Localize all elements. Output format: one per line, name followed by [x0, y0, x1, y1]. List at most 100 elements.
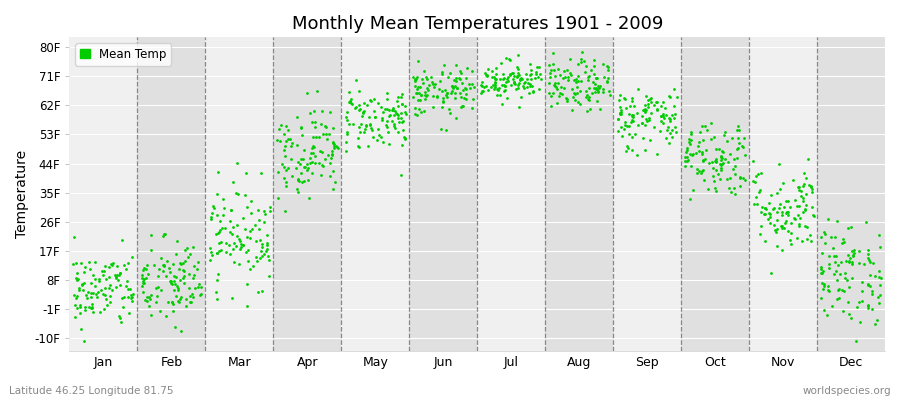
Point [821, 216, 835, 222]
Point [233, 241, 248, 247]
Point [806, 213, 821, 219]
Point [459, 91, 473, 97]
Point [136, 266, 150, 273]
Point [498, 83, 512, 90]
Point [163, 278, 177, 284]
Point [761, 210, 776, 216]
Point [112, 272, 126, 278]
Point [418, 92, 433, 99]
Point [156, 233, 170, 239]
Point [581, 72, 596, 79]
Point [708, 156, 723, 162]
Point [249, 258, 264, 264]
Point [67, 292, 81, 298]
Point [637, 102, 652, 108]
Point [338, 114, 353, 120]
Point [801, 156, 815, 162]
Point [772, 161, 787, 167]
Point [701, 186, 716, 192]
Point [572, 101, 587, 108]
Point [371, 100, 385, 106]
Point [446, 85, 460, 92]
Point [151, 266, 166, 272]
Point [551, 66, 565, 72]
Point [77, 263, 92, 270]
Point [229, 190, 243, 196]
Point [583, 106, 598, 112]
Point [783, 204, 797, 210]
Point [662, 94, 677, 100]
Point [789, 202, 804, 209]
Point [86, 272, 100, 279]
Point [581, 97, 596, 104]
Point [246, 263, 260, 270]
Point [417, 68, 431, 74]
Point [276, 164, 291, 170]
Point [214, 238, 229, 245]
Point [626, 112, 640, 119]
Point [845, 248, 859, 254]
Point [716, 160, 731, 166]
Point [549, 84, 563, 91]
Point [706, 165, 721, 171]
Point [231, 261, 246, 267]
Point [544, 102, 558, 109]
Point [165, 280, 179, 287]
Point [545, 50, 560, 56]
Point [659, 135, 673, 141]
Point [381, 129, 395, 135]
Point [364, 126, 379, 133]
Point [822, 261, 836, 267]
Point [845, 261, 859, 268]
Point [315, 163, 329, 170]
Point [860, 251, 875, 258]
Point [716, 149, 730, 155]
Point [583, 67, 598, 74]
Point [210, 277, 224, 284]
Point [714, 164, 728, 171]
Point [453, 76, 467, 82]
Point [552, 93, 566, 100]
Point [211, 168, 225, 175]
Point [230, 243, 244, 249]
Point [444, 90, 458, 96]
Point [255, 288, 269, 295]
Point [503, 71, 517, 78]
Point [378, 106, 392, 112]
Point [792, 203, 806, 210]
Point [496, 76, 510, 82]
Point [814, 270, 828, 276]
Point [749, 173, 763, 179]
Point [171, 285, 185, 291]
Point [219, 240, 233, 246]
Point [148, 285, 163, 291]
Point [455, 103, 470, 109]
Point [652, 128, 667, 134]
Point [554, 84, 569, 90]
Point [156, 262, 170, 268]
Point [371, 126, 385, 132]
Point [357, 100, 372, 106]
Point [386, 107, 400, 114]
Point [493, 92, 508, 98]
Point [823, 288, 837, 294]
Point [656, 99, 670, 106]
Point [611, 128, 625, 134]
Point [521, 80, 535, 86]
Point [724, 189, 738, 195]
Point [669, 128, 683, 135]
Point [297, 164, 311, 170]
Point [763, 270, 778, 276]
Point [144, 312, 158, 318]
Point [448, 95, 463, 102]
Point [410, 84, 425, 90]
Text: worldspecies.org: worldspecies.org [803, 386, 891, 396]
Point [210, 212, 224, 218]
Point [630, 110, 644, 116]
Point [855, 278, 869, 285]
Point [325, 152, 339, 158]
Point [758, 205, 772, 212]
Point [326, 168, 340, 175]
Point [678, 158, 692, 164]
Point [300, 161, 314, 168]
